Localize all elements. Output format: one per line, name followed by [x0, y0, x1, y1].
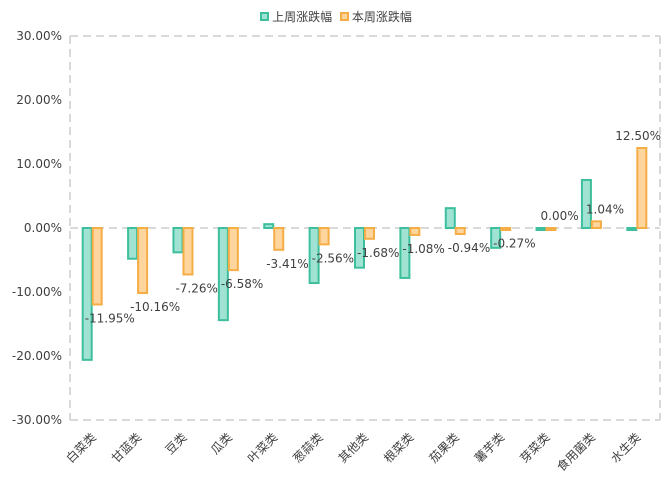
legend-swatch-this-week — [339, 12, 349, 21]
bar-last-week — [580, 179, 592, 229]
y-axis: 30.00% 20.00% 10.00% 0.00% -10.00% -20.00% -30… — [12, 29, 62, 427]
legend-label-last-week: 上周涨跌幅 — [272, 10, 333, 24]
y-tick-label: 30.00% — [16, 29, 62, 43]
bar-this-week — [182, 227, 194, 276]
bar-last-week — [535, 227, 547, 231]
data-label: -7.26% — [175, 281, 217, 295]
legend-label-this-week: 本周涨跌幅 — [351, 10, 412, 24]
y-tick-label: 0.00% — [24, 221, 62, 235]
x-tick-label: 薯芋类 — [472, 430, 507, 465]
data-label: 12.50% — [615, 129, 661, 143]
data-label: -2.56% — [312, 251, 354, 265]
x-tick-label: 芽菜类 — [517, 430, 552, 465]
x-tick-label: 食用菌类 — [553, 430, 598, 475]
x-tick-label: 水生类 — [608, 430, 643, 465]
data-label: -0.27% — [493, 237, 535, 251]
plot-frame — [69, 35, 661, 421]
data-labels: -11.95%-10.16%-7.26% -6.58%-3.41% -2.56% -1… — [85, 129, 661, 325]
bar-last-week — [172, 227, 184, 254]
x-tick-label: 豆类 — [163, 430, 190, 457]
x-tick-label: 茄果类 — [427, 430, 462, 465]
data-label: -11.95% — [85, 311, 135, 325]
bar-last-week — [127, 227, 139, 260]
bar-last-week — [308, 227, 320, 285]
bar-last-week — [217, 227, 229, 322]
y-tick-label: 20.00% — [16, 93, 62, 107]
legend-item-this-week[interactable]: 本周涨跌幅 — [339, 8, 412, 25]
data-label: -0.94% — [448, 241, 490, 255]
bar-this-week — [590, 220, 602, 229]
x-tick-label: 根菜类 — [381, 430, 416, 465]
x-tick-label: 白菜类 — [63, 430, 99, 466]
x-axis: 白菜类 甘蓝类 豆类 瓜类 叶菜类 葱蒜类 其他类 根菜类 茄果类 薯芋类 芽菜类 食用菌类 水生类 — [63, 430, 644, 475]
bar-this-week — [545, 227, 557, 231]
bar-this-week — [636, 147, 648, 229]
bar-last-week — [626, 227, 638, 231]
data-label: -1.68% — [357, 246, 399, 260]
y-tick-label: -10.00% — [12, 285, 62, 299]
bar-this-week — [137, 227, 149, 295]
bar-last-week — [490, 227, 502, 249]
data-label: -3.41% — [266, 257, 308, 271]
bar-this-week — [454, 227, 466, 236]
bar-this-week — [500, 227, 512, 231]
y-tick-label: -20.00% — [12, 349, 62, 363]
bar-last-week — [444, 207, 456, 230]
x-tick-label: 瓜类 — [208, 430, 235, 457]
bar-last-week — [263, 223, 275, 230]
bar-this-week — [318, 227, 330, 246]
data-label: 1.04% — [586, 202, 624, 216]
bar-this-week — [91, 227, 103, 306]
data-label: -6.58% — [221, 277, 263, 291]
y-tick-label: -30.00% — [12, 413, 62, 427]
bar-this-week — [227, 227, 239, 272]
data-label: -1.08% — [402, 242, 444, 256]
bar-last-week — [354, 227, 365, 269]
bars — [81, 147, 648, 361]
bar-this-week — [364, 227, 375, 240]
bar-this-week — [409, 227, 421, 236]
bar-last-week — [399, 227, 411, 279]
bar-this-week — [273, 227, 285, 251]
x-tick-label: 葱蒜类 — [290, 430, 325, 465]
data-label: -10.16% — [130, 300, 180, 314]
data-label: 0.00% — [541, 209, 579, 223]
chart-legend: 上周涨跌幅 本周涨跌幅 — [0, 8, 672, 25]
x-tick-label: 甘蓝类 — [109, 430, 144, 465]
y-tick-label: 10.00% — [16, 157, 62, 171]
bar-last-week — [81, 227, 93, 361]
x-tick-label: 其他类 — [336, 430, 371, 465]
legend-swatch-last-week — [260, 12, 270, 21]
x-tick-label: 叶菜类 — [245, 430, 280, 465]
legend-item-last-week[interactable]: 上周涨跌幅 — [260, 8, 332, 25]
